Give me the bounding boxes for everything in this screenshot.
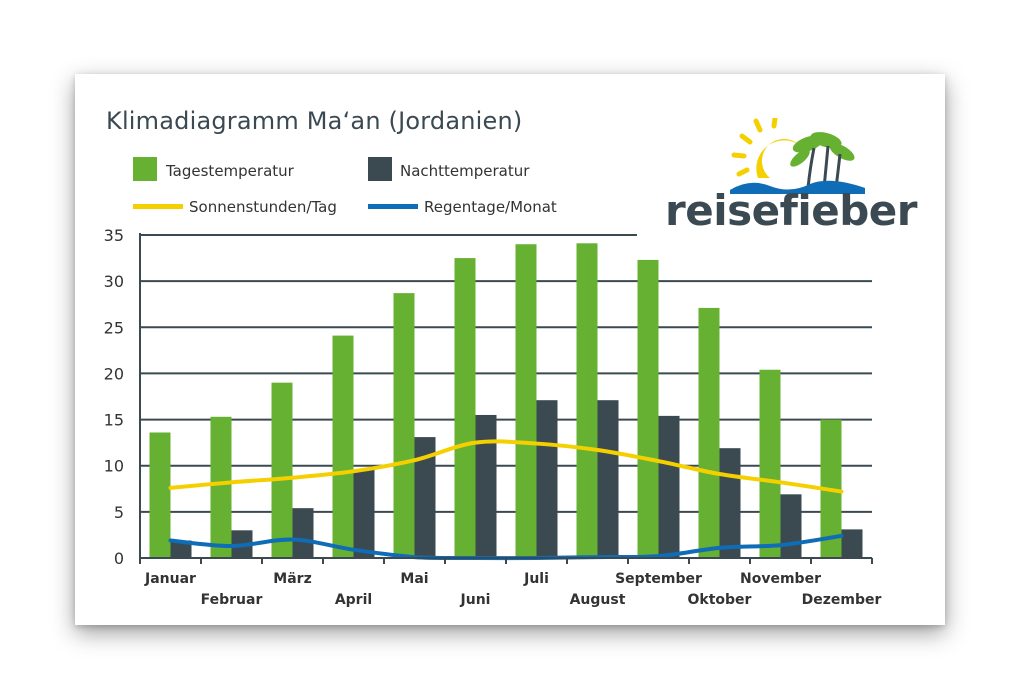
legend-swatch-regentage <box>368 204 418 209</box>
y-tick-label: 10 <box>104 457 124 476</box>
bar-nachttemperatur <box>658 415 680 558</box>
bar-tagestemperatur <box>515 244 537 558</box>
x-tick-label: Dezember <box>802 592 882 608</box>
bar-tagestemperatur <box>210 416 232 558</box>
legend-swatch-tagestemperatur <box>133 157 157 181</box>
bar-nachttemperatur <box>719 448 741 558</box>
x-tick-label: August <box>570 592 626 608</box>
legend-swatch-sonnenstunden <box>133 204 183 209</box>
chart-title: Klimadiagramm Ma‘an (Jordanien) <box>106 107 523 135</box>
bar-tagestemperatur <box>332 335 354 558</box>
y-tick-label: 15 <box>104 411 124 430</box>
bar-tagestemperatur <box>576 243 598 558</box>
x-tick-label: Juni <box>460 592 491 608</box>
bar-nachttemperatur <box>780 494 802 558</box>
legend-label-regentage: Regentage/Monat <box>424 198 557 216</box>
bar-tagestemperatur <box>698 307 720 558</box>
logo-text: reisefieber <box>665 186 918 235</box>
bar-nachttemperatur <box>170 540 192 558</box>
bar-nachttemperatur <box>536 400 558 558</box>
bar-nachttemperatur <box>841 529 863 558</box>
bar-nachttemperatur <box>414 437 436 558</box>
line-regentage <box>168 533 844 561</box>
legend-swatch-nachttemperatur <box>368 157 392 181</box>
legend-label-nachttemperatur: Nachttemperatur <box>400 162 530 180</box>
x-tick-label: April <box>335 592 372 608</box>
line-sonnenstunden <box>168 439 844 494</box>
bar-tagestemperatur <box>271 382 293 558</box>
y-tick-label: 20 <box>104 364 124 383</box>
y-tick-label: 25 <box>104 318 124 337</box>
bar-nachttemperatur <box>597 400 619 558</box>
x-tick-label: September <box>615 571 702 587</box>
bar-tagestemperatur <box>393 293 415 558</box>
y-tick-label: 0 <box>114 549 124 568</box>
bar-nachttemperatur <box>292 508 314 558</box>
x-tick-label: November <box>740 571 821 587</box>
bar-nachttemperatur <box>475 414 497 558</box>
y-tick-label: 30 <box>104 272 124 291</box>
y-tick-label: 5 <box>114 503 124 522</box>
x-tick-label: Oktober <box>688 592 752 608</box>
y-tick-label: 35 <box>104 226 124 245</box>
x-tick-label: Februar <box>201 592 263 608</box>
bar-tagestemperatur <box>759 369 781 558</box>
bar-tagestemperatur <box>149 432 171 558</box>
bar-nachttemperatur <box>353 469 375 558</box>
bar-tagestemperatur <box>454 258 476 558</box>
sun-palm-icon <box>730 118 865 194</box>
x-tick-label: Juli <box>523 571 549 587</box>
x-tick-label: März <box>273 571 311 587</box>
legend-label-tagestemperatur: Tagestemperatur <box>166 162 294 180</box>
x-tick-label: Mai <box>400 571 428 587</box>
bar-tagestemperatur <box>637 259 659 558</box>
x-tick-label: Januar <box>144 571 196 587</box>
legend-label-sonnenstunden: Sonnenstunden/Tag <box>189 198 337 216</box>
